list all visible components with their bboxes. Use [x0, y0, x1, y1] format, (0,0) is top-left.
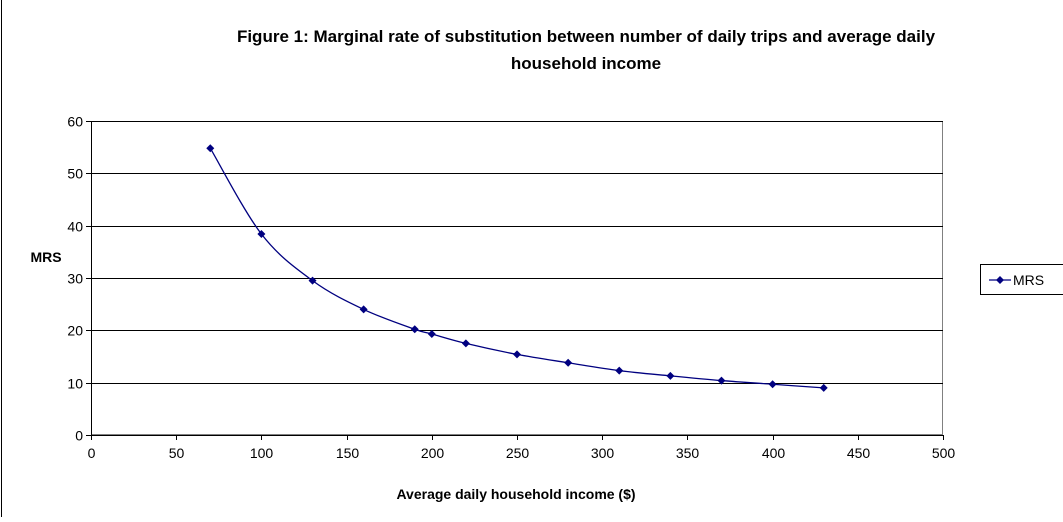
y-tick-label: 20 [67, 323, 83, 339]
y-tick-label: 40 [67, 219, 83, 235]
x-tick-label: 50 [169, 445, 185, 461]
x-tick-label: 250 [506, 445, 530, 461]
x-tick-label: 350 [676, 445, 700, 461]
x-tick-label: 100 [250, 445, 274, 461]
x-tick-label: 450 [847, 445, 871, 461]
y-tick-label: 60 [67, 114, 83, 130]
x-tick-label: 150 [336, 445, 360, 461]
x-tick-label: 0 [88, 445, 96, 461]
x-tick-label: 400 [762, 445, 786, 461]
chart-title-line2: household income [511, 54, 661, 73]
y-tick-labels: 0 10 20 30 40 50 60 [67, 114, 83, 444]
y-tick-label: 30 [67, 271, 83, 287]
legend-series-label: MRS [1013, 272, 1044, 288]
y-tick-label: 0 [75, 428, 83, 444]
x-tick-labels: 0 50 100 150 200 250 300 350 400 450 500 [88, 445, 956, 461]
x-tick-label: 200 [421, 445, 445, 461]
chart-title-line1: Figure 1: Marginal rate of substitution … [237, 27, 936, 46]
legend: MRS [981, 265, 1063, 295]
y-tick-label: 10 [67, 376, 83, 392]
x-tick-label: 500 [932, 445, 956, 461]
x-axis-label: Average daily household income ($) [396, 486, 635, 502]
x-tick-label: 300 [591, 445, 615, 461]
y-axis-label: MRS [30, 249, 61, 265]
y-tick-label: 50 [67, 166, 83, 182]
